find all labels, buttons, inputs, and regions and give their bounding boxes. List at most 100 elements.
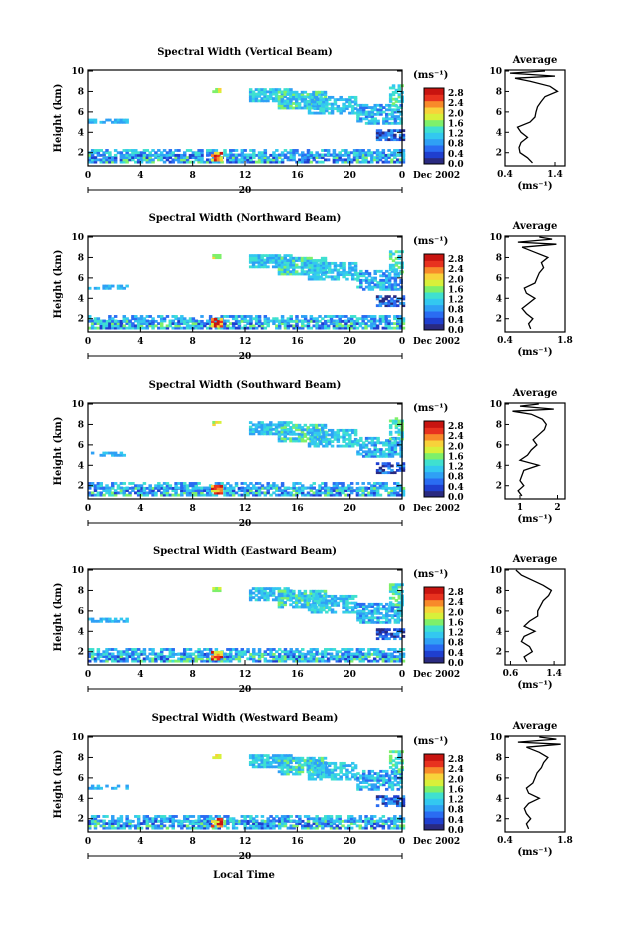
heatmap-cell	[223, 819, 227, 823]
heatmap-cell	[269, 819, 273, 823]
heatmap-cell	[237, 659, 242, 663]
heatmap-cell	[384, 611, 389, 615]
heatmap-cell	[277, 754, 282, 758]
heatmap-cell	[154, 484, 158, 488]
heatmap-cell	[116, 322, 121, 326]
average-title: Average	[512, 55, 558, 66]
heatmap-cell	[99, 120, 103, 124]
colorbar-frame	[423, 586, 445, 664]
heatmap-cell	[390, 153, 394, 157]
colorbar-swatch	[424, 145, 444, 152]
heatmap-cell	[139, 322, 144, 326]
heatmap-cell	[283, 652, 288, 656]
x-tick-label: 20	[343, 171, 356, 181]
heatmap-cell	[260, 593, 264, 597]
heatmap-cell	[367, 287, 372, 291]
heatmap-cell	[283, 430, 287, 434]
heatmap-cell	[370, 616, 375, 620]
heatmap-cell	[309, 486, 314, 490]
colorbar-frame	[423, 87, 445, 165]
heatmap-cell	[148, 659, 152, 663]
heatmap-cell	[300, 824, 305, 828]
average-frame	[504, 402, 566, 500]
heatmap-cell	[277, 493, 282, 497]
heatmap-cell	[319, 270, 323, 274]
heatmap-cell	[272, 484, 276, 488]
date-month-label: Dec 2002	[413, 337, 460, 347]
heatmap-cell	[322, 107, 326, 111]
heatmap-cell	[154, 156, 158, 160]
heatmap-cell	[316, 107, 320, 111]
heatmap-cell	[399, 448, 403, 451]
heatmap-cell	[257, 491, 262, 495]
heatmap-cell	[269, 260, 273, 264]
heatmap-cell	[231, 486, 236, 490]
heatmap-cell	[322, 273, 326, 277]
heatmap-cell	[395, 630, 400, 634]
heatmap-cell	[398, 326, 403, 330]
heatmap-cell	[358, 826, 363, 830]
heatmap-cell	[283, 428, 287, 432]
heatmap-cell	[128, 648, 132, 651]
heatmap-cell	[359, 620, 363, 624]
colorbar-swatch	[424, 599, 444, 607]
heatmap-cell	[367, 160, 371, 164]
heatmap-cell	[298, 489, 302, 493]
heatmap-cell	[300, 99, 305, 103]
heatmap-cell	[283, 437, 287, 441]
heatmap-cell	[162, 319, 167, 323]
y-tick-label: 8	[78, 253, 84, 263]
heatmap-cell	[316, 264, 320, 268]
heatmap-cell	[325, 601, 329, 605]
average-x-tick-label: 1.8	[557, 336, 573, 346]
heatmap-cell	[381, 319, 386, 323]
heatmap-cell	[303, 486, 308, 490]
heatmap-cell	[361, 149, 365, 152]
date-day-label: 20	[239, 519, 252, 529]
colorbar-swatch	[424, 273, 444, 280]
heatmap-cell	[148, 324, 152, 328]
average-y-tick-label: 6	[496, 607, 502, 617]
heatmap-cell	[122, 324, 127, 328]
heatmap-cell	[105, 322, 109, 326]
heatmap-cell	[139, 324, 144, 328]
heatmap-cell	[313, 266, 318, 270]
heatmap-cell	[292, 824, 296, 828]
heatmap-cell	[372, 491, 377, 495]
heatmap-cell	[93, 484, 98, 488]
heatmap-cell	[105, 822, 109, 826]
heatmap-cell	[330, 603, 335, 607]
heatmap-cell	[257, 319, 262, 323]
heatmap-cell	[151, 650, 155, 654]
heatmap-cell	[322, 104, 326, 108]
heatmap-cell	[372, 319, 377, 323]
heatmap-cell	[316, 433, 320, 437]
heatmap-cell	[329, 817, 334, 821]
heatmap-cell	[292, 261, 296, 265]
heatmap-cell	[286, 430, 290, 434]
colorbar-tick-label: 2.4	[448, 265, 464, 275]
heatmap-cell	[382, 605, 386, 608]
heatmap-cell	[370, 605, 375, 608]
heatmap-cell	[332, 153, 337, 157]
heatmap-cell	[263, 99, 267, 103]
colorbar-tick-label: 0.8	[448, 639, 464, 649]
heatmap-cell	[125, 817, 129, 821]
heatmap-cell	[399, 450, 403, 454]
heatmap-cell	[292, 149, 296, 152]
average-profile-line	[509, 70, 559, 164]
colorbar-tick-label: 1.6	[448, 285, 464, 295]
heatmap-cell	[266, 598, 270, 602]
heatmap-cell	[102, 156, 106, 160]
heatmap-cell	[353, 273, 358, 277]
heatmap-cell	[401, 153, 406, 157]
heatmap-cell	[294, 761, 299, 765]
heatmap-cell	[277, 104, 282, 108]
heatmap-cell	[90, 493, 95, 497]
heatmap-cell	[355, 151, 360, 155]
heatmap-cell	[382, 287, 386, 291]
heatmap-cell	[142, 158, 147, 162]
heatmap-cell	[263, 760, 267, 764]
heatmap-cell	[271, 260, 276, 264]
heatmap-cell	[272, 156, 276, 160]
